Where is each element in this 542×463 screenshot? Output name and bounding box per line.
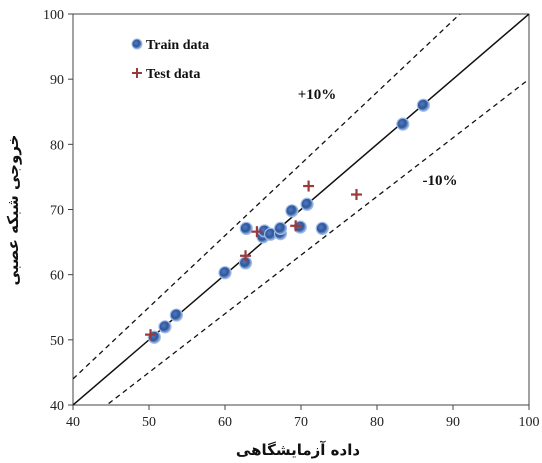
legend-test-label: Test data <box>146 67 200 82</box>
train-point <box>239 221 253 235</box>
train-point <box>396 117 410 131</box>
y-tick-label: 50 <box>50 334 64 349</box>
reference-lines <box>73 14 529 405</box>
test-point <box>240 250 252 262</box>
x-tick-label: 100 <box>519 415 540 430</box>
y-tick-label: 100 <box>43 8 64 23</box>
train-point <box>218 266 232 280</box>
test-point <box>251 226 263 238</box>
x-axis-title: داده آزمایشگاهی <box>236 441 360 459</box>
y-tick-label: 90 <box>50 73 64 88</box>
y-tick-label: 60 <box>50 269 64 284</box>
tick-labels: 40 50 60 70 80 90 100 40 50 60 70 80 90 100 <box>43 8 540 430</box>
test-point <box>303 180 315 192</box>
x-tick-label: 90 <box>446 415 460 430</box>
y-tick-label: 70 <box>50 204 64 219</box>
x-tick-label: 50 <box>142 415 156 430</box>
y-tick-label: 80 <box>50 138 64 153</box>
annotation-plus-10: +10% <box>298 87 337 103</box>
train-point <box>293 220 307 234</box>
train-point <box>273 221 288 235</box>
y-tick-label: 40 <box>50 399 64 414</box>
reference-line-2 <box>105 78 529 405</box>
legend-train-label: Train data <box>146 38 209 53</box>
test-point <box>350 189 362 201</box>
x-tick-label: 40 <box>66 415 80 430</box>
x-tick-label: 80 <box>370 415 384 430</box>
test-point <box>145 329 157 341</box>
train-point <box>169 308 183 322</box>
y-axis-title: خروجی شبکه عصبی <box>4 135 22 286</box>
x-tick-label: 70 <box>294 415 308 430</box>
train-point <box>416 98 430 112</box>
reference-line-1 <box>73 14 461 380</box>
legend: Train data Test data <box>131 38 209 82</box>
x-tick-label: 60 <box>218 415 232 430</box>
annotation-minus-10: -10% <box>423 173 458 189</box>
legend-train-marker <box>131 38 143 50</box>
train-point <box>158 320 172 334</box>
train-point <box>315 221 329 235</box>
train-point <box>300 197 314 211</box>
test-point <box>290 220 302 232</box>
train-point <box>285 204 299 218</box>
data-points <box>145 98 430 344</box>
legend-test-marker <box>132 68 142 78</box>
